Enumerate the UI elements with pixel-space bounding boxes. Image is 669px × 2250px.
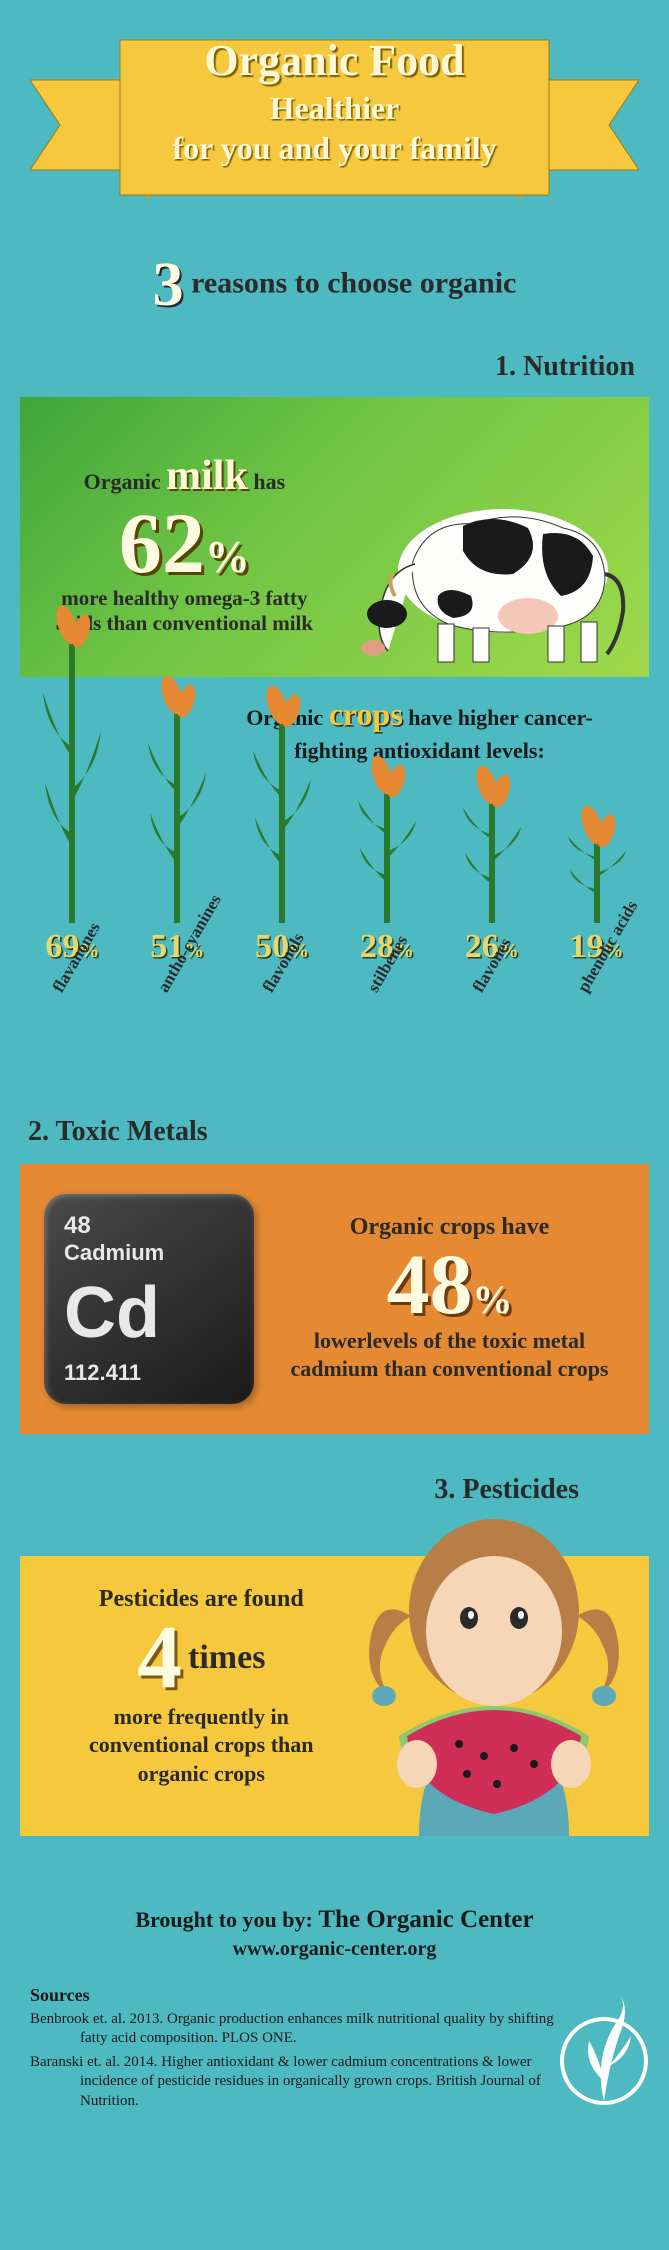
subheader-text: reasons to choose organic bbox=[191, 266, 516, 299]
pest-line1: Pesticides are found bbox=[60, 1586, 343, 1613]
source-1: Benbrook et. al. 2013. Organic productio… bbox=[30, 2010, 570, 2049]
subheader: 3 reasons to choose organic bbox=[0, 240, 669, 351]
pesticides-wrap: Pesticides are found 4 times more freque… bbox=[20, 1506, 649, 1876]
section2-heading: 2. Toxic Metals bbox=[0, 1076, 669, 1164]
element-name: Cadmium bbox=[64, 1240, 234, 1266]
atomic-number: 48 bbox=[64, 1212, 234, 1240]
corn-stalk-icon bbox=[457, 763, 527, 928]
section1-heading: 1. Nutrition bbox=[0, 351, 669, 397]
cow-icon bbox=[343, 456, 643, 671]
toxic-box: 48 Cadmium Cd 112.411 Organic crops have… bbox=[20, 1164, 649, 1434]
subheader-number: 3 bbox=[153, 251, 184, 319]
site-url: www.organic-center.org bbox=[30, 1938, 639, 1961]
milk-line1: Organic milk has bbox=[44, 452, 325, 500]
crop-item: 50%flavonols bbox=[232, 683, 332, 1056]
sources-heading: Sources bbox=[30, 1985, 639, 2006]
element-tile: 48 Cadmium Cd 112.411 bbox=[44, 1194, 254, 1404]
pest-line2: more frequently in conventional crops th… bbox=[60, 1703, 343, 1789]
logo-icon bbox=[559, 1986, 649, 2111]
corn-stalk-icon bbox=[37, 603, 107, 928]
crop-item: 69%flavanones bbox=[22, 603, 122, 1056]
crop-item: 26%flavones bbox=[442, 763, 542, 1056]
crop-item: 28%stilbenes bbox=[337, 753, 437, 1056]
toxic-percentage: 48% bbox=[274, 1241, 625, 1327]
element-symbol: Cd bbox=[64, 1277, 234, 1349]
crops-chart: 69%flavanones51%antho-cyanines50%flavono… bbox=[0, 656, 669, 1076]
pest-times: 4 times bbox=[60, 1613, 343, 1703]
pesticides-text: Pesticides are found 4 times more freque… bbox=[60, 1586, 343, 1789]
brought-line: Brought to you by: The Organic Center bbox=[30, 1906, 639, 1934]
toxic-text: Organic crops have 48% lowerlevels of th… bbox=[254, 1214, 625, 1384]
corn-stalk-icon bbox=[247, 683, 317, 928]
girl-icon bbox=[349, 1496, 639, 1871]
corn-stalk-icon bbox=[352, 753, 422, 928]
banner-title-line1: Organic Food bbox=[0, 35, 669, 86]
milk-percentage: 62% bbox=[44, 500, 325, 586]
toxic-line2: lowerlevels of the toxic metal cadmium t… bbox=[274, 1327, 625, 1384]
corn-stalk-icon bbox=[142, 673, 212, 928]
footer: Brought to you by: The Organic Center ww… bbox=[0, 1876, 669, 2142]
header-banner: Organic Food Healthier for you and your … bbox=[0, 0, 669, 240]
crop-item: 19%phenolic acids bbox=[547, 803, 647, 1056]
crop-item: 51%antho-cyanines bbox=[127, 673, 227, 1056]
atomic-mass: 112.411 bbox=[64, 1360, 234, 1386]
banner-title-line3: for you and your family bbox=[0, 130, 669, 167]
banner-title-line2: Healthier bbox=[0, 90, 669, 127]
source-2: Baranski et. al. 2014. Higher antioxidan… bbox=[30, 2053, 570, 2112]
